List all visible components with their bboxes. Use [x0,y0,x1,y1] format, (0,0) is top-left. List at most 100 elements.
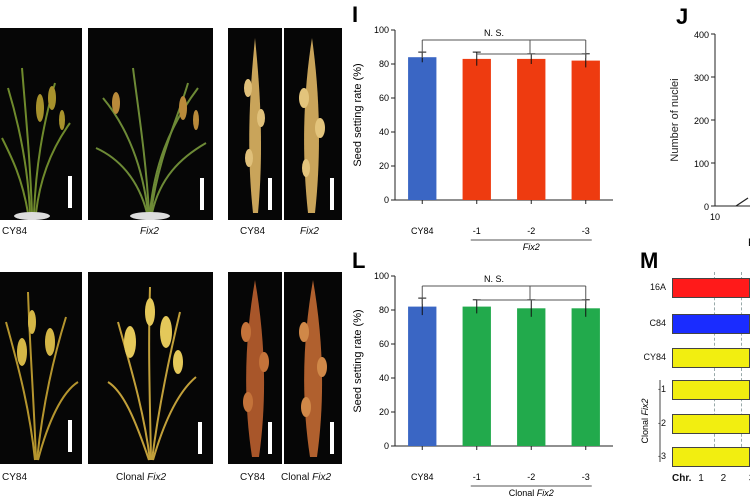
chart-j-ytick-label: 100 [694,159,709,169]
plant-illustration [0,28,82,220]
panicle-illustration [284,28,342,220]
plant-illustration [88,28,213,220]
panel-letter-m: M [640,248,659,273]
chart-l-xtick-label: -2 [527,472,535,482]
chart-l-ytick-label: 20 [379,407,389,417]
chart-i-xtick-label: -2 [527,226,535,236]
panel-letter-l: L [352,248,366,273]
chart-l-ytick-label: 60 [379,339,389,349]
chart-i-bar [517,58,546,201]
chart-l-bar [571,308,600,446]
caption-clonal-prefix: Clonal [116,472,148,483]
chart-i-xtick-label: CY84 [411,226,434,236]
photo-fix2-panicle [284,28,342,220]
plant-illustration [0,272,82,464]
chart-j-ytick-label: 0 [704,202,709,212]
caption-clonal-fix2: Clonal Fix2 [116,472,166,483]
chart-i-group-label: Fix2 [523,242,540,250]
photo-cy84-panicle [228,272,282,464]
chart-i-ytick-label: 0 [384,195,389,205]
genotype-row-label: -3 [657,451,666,461]
clonal-prefix: Clonal [640,416,650,444]
chart-i-ytick-label: 100 [374,25,389,35]
clonal-fix2-text: Clonal Fix2 [640,398,650,443]
genotype-row-label: -1 [657,384,666,394]
caption-clonal-fix2: Clonal Fix2 [281,472,331,483]
chr-axis: Chr. 1 2 3 [672,473,750,484]
chart-j-partial: Number of nuclei 400 300 200 100 0 10 F [669,30,750,249]
chart-i-xtick-label: -3 [582,226,590,236]
panel-letter-i: I [352,2,359,27]
photo-clonal-fix2-panicle [284,272,342,464]
chart-i-ytick-label: 20 [379,161,389,171]
genotype-row-label: 16A [649,282,666,292]
chart-l-ytick-label: 100 [374,271,389,281]
chart-l-bar [517,308,546,446]
chart-l-ytick-label: 0 [384,441,389,451]
chart-l-group-label-prefix: Clonal [509,488,537,498]
genotype-bar-clonal-1 [672,380,750,400]
chart-j-ylabel: Number of nuclei [669,78,681,161]
panicle-illustration [284,272,342,464]
chart-i-bar [462,58,491,201]
chart-l-group-label-italic: Fix2 [537,488,554,498]
plant-illustration [88,272,213,464]
caption-clonal-prefix: Clonal [281,472,313,483]
caption-fix2-italic: Fix2 [147,472,167,483]
genotype-bar-16a [672,278,750,298]
chart-i-xtick-label: -1 [473,226,481,236]
chart-j-xlabel: F [748,237,750,249]
chart-j-ytick-label: 400 [694,30,709,40]
panel-letter-j: J [676,4,689,29]
caption-cy84: CY84 [2,226,28,237]
chart-l-ytick-label: 80 [379,305,389,315]
chart-j-ytick-label: 200 [694,116,709,126]
genotype-bar-clonal-3 [672,447,750,467]
photo-cy84-panicle [228,28,282,220]
chart-l-ytick-label: 40 [379,373,389,383]
chart-l-bar [408,306,437,446]
chart-i-bar [571,60,600,200]
chr-tick-label: 2 [720,473,727,484]
photo-cy84-whole-plant [0,272,82,464]
caption-cy84: CY84 [2,472,28,483]
genotype-row-label: CY84 [643,352,666,362]
chart-i-ytick-label: 40 [379,127,389,137]
chart-i-annotation: N. S. [484,28,504,38]
chart-j-ytick-label: 300 [694,73,709,83]
caption-cy84: CY84 [240,472,266,483]
chart-l-annotation: N. S. [484,274,504,284]
chart-j-line [735,197,749,207]
chart-l-xtick-label: CY84 [411,472,434,482]
genotype-bar-clonal-2 [672,414,750,434]
photo-cy84-whole-plant [0,28,82,220]
genotype-row-label: C84 [649,318,666,328]
chr-tick-label: 1 [698,473,704,484]
chart-j-ylabel-text: Number of nuclei [669,78,681,161]
genotype-bar-cy84 [672,348,750,368]
chart-i-ytick-label: 80 [379,59,389,69]
clonal-fix2-side-label: Clonal Fix2 [640,380,661,462]
genotype-row-label: -2 [657,418,666,428]
chart-i-bar [408,57,437,201]
chart-l-ylabel: Seed setting rate (%) [352,309,364,412]
chart-l-bar [462,306,491,446]
caption-cy84: CY84 [240,226,266,237]
fix2-italic: Fix2 [640,398,650,415]
chart-l-xtick-label: -1 [473,472,481,482]
photo-clonal-fix2-whole-plant [88,272,213,464]
chart-j-xtick-label: 10 [710,212,720,222]
panicle-illustration [228,28,282,220]
chart-l-seed-setting: Seed setting rate (%) 0 20 40 60 80 100 CY84 -1 -… [352,271,613,498]
chart-l-group-label: Clonal Fix2 [509,488,554,498]
chart-i-seed-setting: Seed setting rate (%) 0 20 40 60 80 100 CY84 -1 -… [352,25,613,250]
chart-i-ylabel: Seed setting rate (%) [352,63,364,166]
chr-label: Chr. [672,473,692,484]
panicle-illustration [228,272,282,464]
genotype-bar-c84 [672,314,750,334]
chart-i-ytick-label: 60 [379,93,389,103]
caption-fix2: Fix2 [300,226,319,237]
chart-l-xtick-label: -3 [582,472,590,482]
chr-tick-label: 3 [749,473,750,484]
caption-fix2: Fix2 [140,226,159,237]
